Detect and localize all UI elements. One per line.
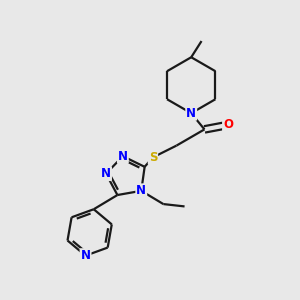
Text: N: N bbox=[80, 249, 91, 262]
Text: N: N bbox=[136, 184, 146, 197]
Text: O: O bbox=[223, 118, 233, 131]
Text: N: N bbox=[101, 167, 111, 180]
Text: S: S bbox=[149, 151, 157, 164]
Text: N: N bbox=[118, 150, 128, 163]
Text: N: N bbox=[186, 107, 196, 120]
